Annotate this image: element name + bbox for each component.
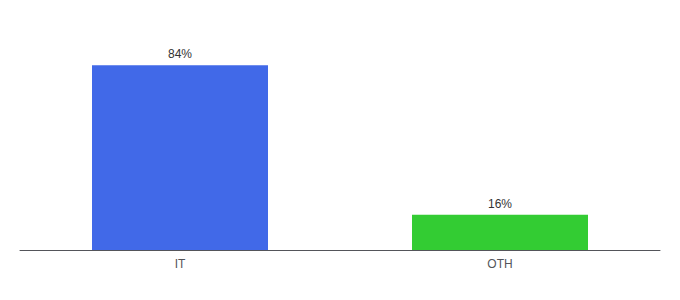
svg-text:OTH: OTH	[487, 257, 512, 271]
svg-text:16%: 16%	[488, 197, 512, 211]
svg-text:84%: 84%	[168, 47, 192, 61]
svg-text:IT: IT	[175, 257, 186, 271]
